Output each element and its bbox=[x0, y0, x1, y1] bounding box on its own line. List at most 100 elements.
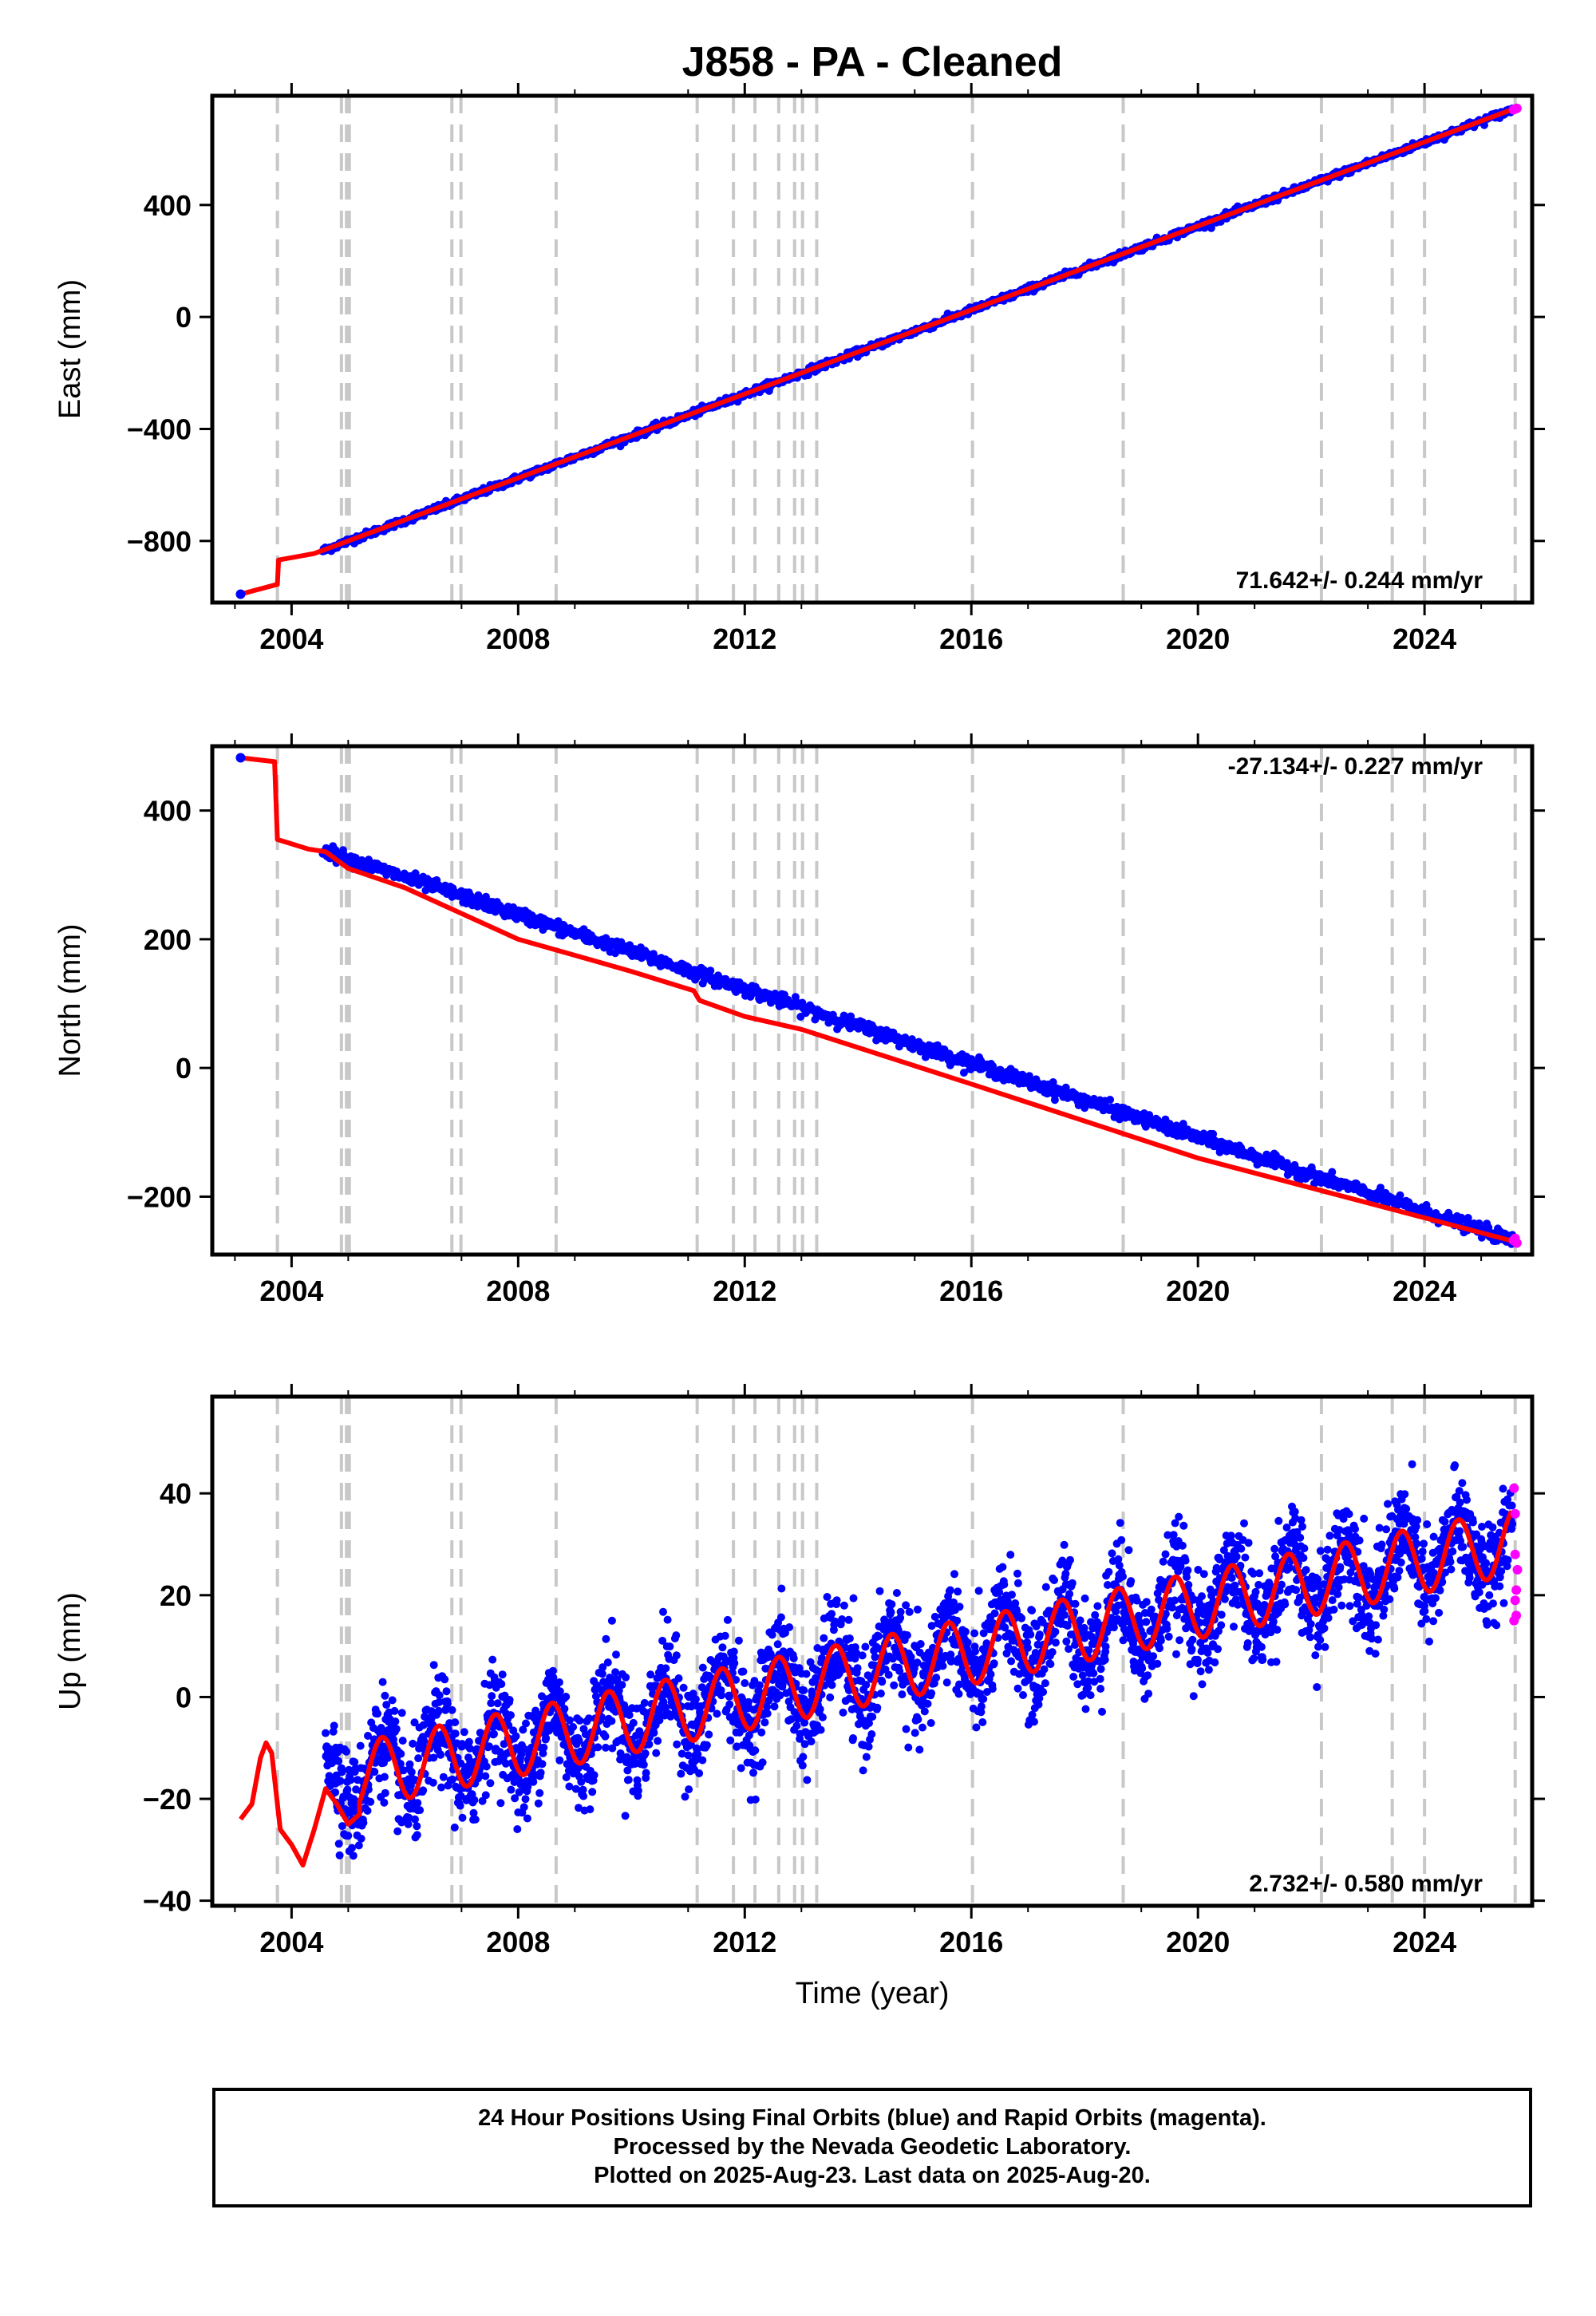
data-point bbox=[849, 1594, 858, 1603]
data-point bbox=[892, 1589, 901, 1597]
data-point bbox=[974, 1587, 983, 1595]
data-point bbox=[397, 1709, 406, 1717]
data-point bbox=[802, 1670, 811, 1678]
series-final-north bbox=[318, 842, 1517, 1248]
data-point bbox=[942, 1678, 951, 1687]
data-point bbox=[448, 1775, 456, 1784]
data-point bbox=[411, 1815, 419, 1824]
data-point bbox=[1046, 1660, 1055, 1669]
y-tick-label: 0 bbox=[176, 1052, 192, 1085]
data-point bbox=[1039, 1688, 1048, 1697]
data-point bbox=[612, 1650, 620, 1659]
data-point bbox=[354, 1841, 363, 1850]
panels: 2004 2008 2012 2016 2020 20244000−400−800East… bbox=[53, 83, 1545, 2010]
data-point bbox=[673, 1740, 681, 1749]
data-point bbox=[493, 1699, 502, 1708]
data-point bbox=[586, 1805, 595, 1814]
data-point bbox=[440, 1675, 449, 1684]
data-point bbox=[536, 1769, 545, 1777]
data-point bbox=[588, 1788, 597, 1796]
data-point bbox=[990, 1659, 998, 1668]
data-point bbox=[482, 1762, 491, 1771]
data-point bbox=[442, 1687, 451, 1696]
data-point bbox=[898, 1690, 907, 1699]
data-point bbox=[1000, 1580, 1009, 1589]
data-point bbox=[725, 1700, 734, 1709]
data-point bbox=[505, 1696, 514, 1704]
data-point bbox=[407, 1768, 416, 1777]
data-point bbox=[773, 1640, 782, 1649]
data-point bbox=[858, 1651, 867, 1660]
data-point bbox=[770, 1702, 779, 1711]
data-point bbox=[1040, 1665, 1049, 1674]
data-point bbox=[666, 1642, 674, 1651]
data-point bbox=[1062, 1637, 1071, 1646]
data-point bbox=[1041, 1583, 1050, 1591]
data-point bbox=[875, 1632, 883, 1641]
data-point bbox=[820, 1634, 828, 1642]
data-point bbox=[1060, 1540, 1069, 1549]
data-point bbox=[488, 1692, 496, 1701]
data-point bbox=[868, 1713, 877, 1721]
data-point bbox=[681, 1792, 689, 1801]
data-point bbox=[977, 1702, 986, 1711]
data-point bbox=[488, 1655, 497, 1664]
data-point bbox=[729, 1647, 738, 1656]
data-point bbox=[861, 1642, 870, 1651]
data-point bbox=[575, 1717, 584, 1725]
data-point bbox=[702, 1741, 711, 1749]
data-point bbox=[348, 1844, 356, 1852]
data-point bbox=[979, 1694, 988, 1703]
data-point bbox=[849, 1734, 857, 1742]
data-point bbox=[904, 1743, 913, 1752]
data-point bbox=[823, 1593, 832, 1601]
data-point bbox=[972, 1723, 981, 1732]
data-point bbox=[650, 1729, 658, 1737]
series-final-up bbox=[322, 1460, 1517, 1860]
x-tick-label: 2016 bbox=[939, 622, 1003, 655]
data-point bbox=[978, 1718, 987, 1726]
data-point bbox=[1002, 1649, 1011, 1658]
x-tick-label: 2024 bbox=[1393, 622, 1456, 655]
data-point bbox=[507, 1711, 515, 1720]
data-point bbox=[538, 1760, 547, 1769]
data-point bbox=[357, 1834, 365, 1843]
data-point bbox=[565, 1716, 574, 1725]
data-point bbox=[662, 1664, 670, 1673]
data-point bbox=[359, 1819, 368, 1827]
data-point bbox=[914, 1715, 922, 1724]
data-point bbox=[618, 1681, 626, 1690]
data-point bbox=[498, 1670, 507, 1679]
data-point bbox=[486, 1779, 495, 1788]
data-point bbox=[497, 1680, 506, 1689]
x-tick-label: 2012 bbox=[713, 622, 776, 655]
data-point bbox=[1013, 1579, 1022, 1587]
data-point bbox=[723, 1615, 732, 1624]
chart-title: J858 - PA - Cleaned bbox=[682, 39, 1063, 85]
data-point bbox=[741, 1679, 749, 1687]
data-point bbox=[1013, 1684, 1022, 1693]
data-point bbox=[640, 1698, 649, 1707]
data-point bbox=[913, 1605, 922, 1614]
data-point bbox=[344, 1832, 353, 1840]
data-point bbox=[887, 1600, 896, 1609]
data-point bbox=[818, 1713, 827, 1721]
data-point bbox=[579, 1792, 588, 1800]
data-point bbox=[876, 1690, 885, 1697]
x-tick-label: 2004 bbox=[259, 622, 323, 655]
data-point bbox=[918, 1723, 926, 1732]
data-point bbox=[378, 1678, 387, 1686]
data-point bbox=[381, 1788, 389, 1797]
data-point bbox=[562, 1693, 571, 1701]
data-point bbox=[911, 1729, 919, 1737]
data-point bbox=[927, 1689, 936, 1697]
data-point bbox=[749, 1769, 757, 1777]
data-point bbox=[1007, 1657, 1016, 1666]
data-point bbox=[844, 1615, 853, 1624]
data-point bbox=[338, 1768, 346, 1777]
data-point bbox=[330, 1721, 338, 1730]
data-point bbox=[334, 1757, 343, 1765]
x-tick-label: 2016 bbox=[939, 1275, 1003, 1307]
data-point bbox=[902, 1725, 911, 1733]
data-point bbox=[413, 1822, 421, 1831]
